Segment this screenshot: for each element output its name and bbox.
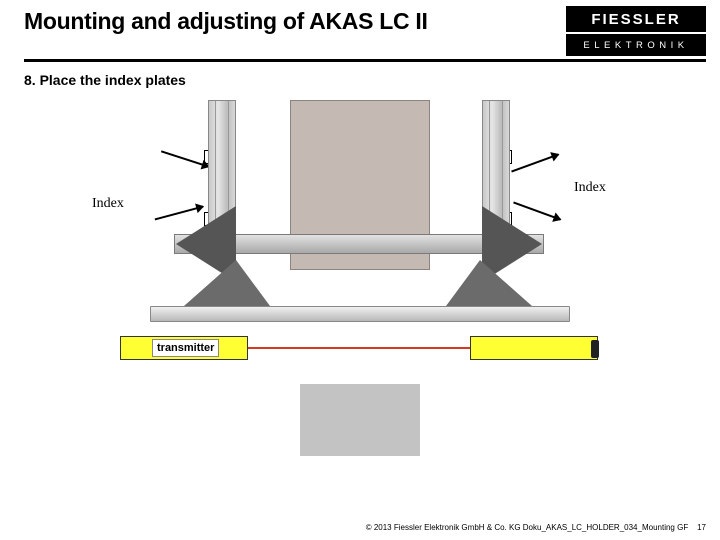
- base-plate: [150, 306, 570, 322]
- base-bracket-right: [446, 260, 532, 306]
- page-number: 17: [697, 523, 706, 532]
- logo-text-top: FIESSLER: [566, 6, 706, 32]
- page-header: Mounting and adjusting of AKAS LC II FIE…: [24, 6, 706, 62]
- logo-text-bottom: ELEKTRONIK: [566, 34, 706, 56]
- page-footer: © 2013 Fiessler Elektronik GmbH & Co. KG…: [366, 523, 706, 532]
- lower-grey-block: [300, 384, 420, 456]
- page-title: Mounting and adjusting of AKAS LC II: [24, 6, 428, 35]
- brand-logo: FIESSLER ELEKTRONIK: [566, 6, 706, 56]
- receiver-lens: [591, 340, 599, 358]
- laser-beam: [248, 347, 470, 349]
- step-subtitle: 8. Place the index plates: [24, 72, 186, 88]
- base-bracket-left: [184, 260, 270, 306]
- receiver-unit: [470, 336, 598, 360]
- copyright-text: © 2013 Fiessler Elektronik GmbH & Co. KG…: [366, 523, 688, 532]
- mounting-diagram: transmitter: [120, 100, 600, 400]
- transmitter-label: transmitter: [152, 339, 219, 357]
